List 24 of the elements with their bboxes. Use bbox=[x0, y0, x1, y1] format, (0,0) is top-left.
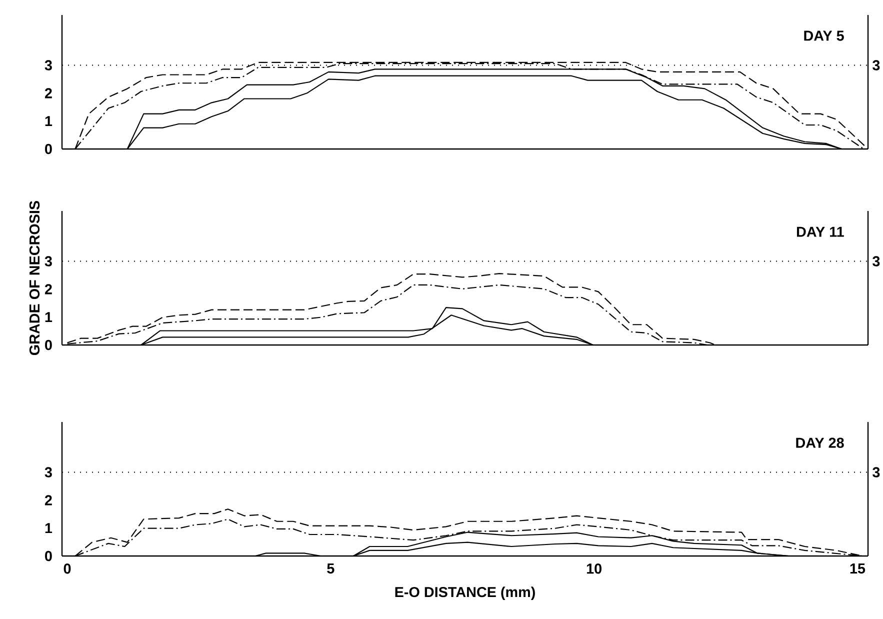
x-tick-label: 0 bbox=[64, 564, 71, 574]
x-tick-label: 10 bbox=[586, 564, 602, 574]
x-axis-title: E-O DISTANCE (mm) bbox=[395, 586, 535, 600]
y-tick-label: 3 bbox=[44, 60, 52, 70]
x-tick-label: 5 bbox=[327, 564, 334, 574]
text: DAY 5 bbox=[804, 30, 844, 41]
y-tick-label: 0 bbox=[45, 144, 52, 154]
ref-line-label: 3 bbox=[872, 256, 880, 266]
y-tick-label: 2 bbox=[44, 284, 52, 294]
y-tick-label: 2 bbox=[44, 88, 52, 98]
y-tick-label: 2 bbox=[44, 495, 52, 506]
y-axis-title: GRADE OF NECROSIS bbox=[29, 200, 40, 356]
y-tick-label: 1 bbox=[45, 312, 52, 322]
text: DAY 11 bbox=[796, 226, 844, 237]
y-tick-label: 0 bbox=[45, 550, 52, 562]
y-tick-label: 3 bbox=[44, 467, 52, 478]
ref-line-label: 3 bbox=[872, 467, 880, 478]
y-tick-label: 1 bbox=[45, 116, 52, 126]
y-tick-label: 3 bbox=[44, 256, 52, 266]
ref-line-label: 3 bbox=[872, 60, 880, 70]
y-tick-label: 0 bbox=[45, 340, 52, 350]
text: DAY 28 bbox=[796, 438, 844, 448]
y-tick-label: 1 bbox=[45, 523, 52, 534]
x-tick-label: 15 bbox=[850, 564, 866, 574]
